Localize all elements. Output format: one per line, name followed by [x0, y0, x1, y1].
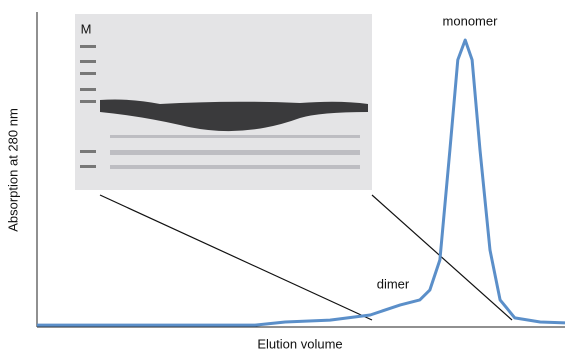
annotation: dimer: [377, 276, 410, 291]
zoom-line: [100, 195, 372, 320]
chart: Absorption at 280 nm Elution volume mono…: [0, 0, 567, 354]
gel-image: [75, 14, 372, 190]
x-axis-label: Elution volume: [257, 336, 342, 351]
annotation: monomer: [443, 13, 499, 28]
annotation: M: [81, 21, 92, 36]
y-axis-label: Absorption at 280 nm: [5, 108, 20, 232]
